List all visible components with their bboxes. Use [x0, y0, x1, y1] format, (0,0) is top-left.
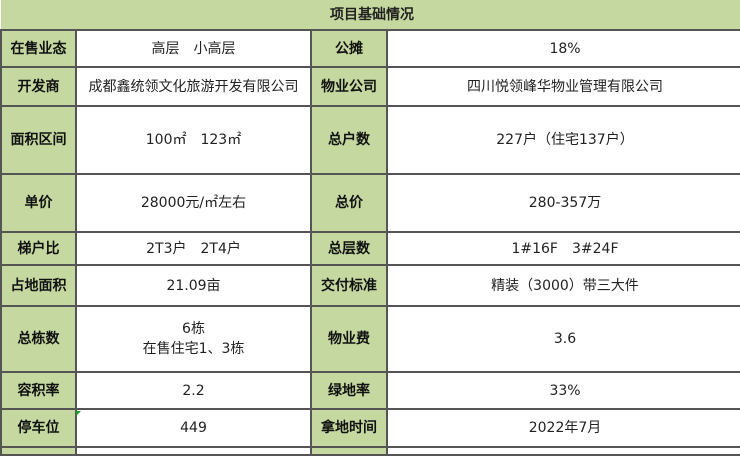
- table-row: 容积率 2.2 绿地率 33%: [0, 371, 740, 410]
- table-row: 占地面积 21.09亩 交付标准 精装（3000）带三大件: [0, 264, 740, 307]
- label-cell[interactable]: 交付标准: [310, 264, 388, 307]
- label-cell[interactable]: 在售业态: [0, 29, 77, 68]
- label-cell[interactable]: 容积率: [0, 371, 77, 410]
- value-cell[interactable]: 280-357万: [386, 173, 740, 233]
- label-cell[interactable]: 公摊: [310, 29, 388, 68]
- value-cell[interactable]: 2T3户 2T4户: [75, 231, 312, 266]
- label-cell[interactable]: 物业公司: [310, 66, 388, 107]
- label-cell[interactable]: 停车位: [0, 408, 77, 448]
- value-cell[interactable]: 100㎡ 123㎡: [75, 105, 312, 175]
- table-title: 项目基础情况: [1, 0, 740, 31]
- value-cell[interactable]: 449: [75, 408, 312, 448]
- value-cell[interactable]: 四川悦领峰华物业管理有限公司: [386, 66, 740, 107]
- value-cell[interactable]: 227户（住宅137户）: [386, 105, 740, 175]
- label-cell[interactable]: 开发商: [0, 66, 77, 107]
- value-line: 在售住宅1、3栋: [142, 341, 245, 357]
- value-cell[interactable]: 18%: [386, 29, 740, 68]
- value-cell[interactable]: 21.09亩: [75, 264, 312, 307]
- label-cell[interactable]: 单价: [0, 173, 77, 233]
- label-cell[interactable]: 总价: [310, 173, 388, 233]
- value-cell[interactable]: 1#16F 3#24F: [386, 231, 740, 266]
- value-cell[interactable]: 28000元/㎡左右: [75, 173, 312, 233]
- value-cell[interactable]: 6栋在售住宅1、3栋: [75, 305, 312, 373]
- value-cell[interactable]: 精装（3000）带三大件: [386, 264, 740, 307]
- value-cell[interactable]: 高层 小高层: [75, 29, 312, 68]
- label-cell[interactable]: 总栋数: [0, 305, 77, 373]
- label-cell[interactable]: 总户数: [310, 105, 388, 175]
- table-row: 停车位 449 拿地时间 2022年7月: [0, 408, 740, 448]
- table-row: 梯户比 2T3户 2T4户 总层数 1#16F 3#24F: [0, 231, 740, 266]
- comment-indicator: [76, 411, 81, 416]
- value-cell[interactable]: 33%: [386, 371, 740, 410]
- label-cell[interactable]: 拿地时间: [310, 408, 388, 448]
- table-row: 单价 28000元/㎡左右 总价 280-357万: [0, 173, 740, 233]
- value-cell[interactable]: 成都鑫统领文化旅游开发有限公司: [75, 66, 312, 107]
- value-cell[interactable]: 2022年7月: [386, 408, 740, 448]
- value-cell[interactable]: 2.2: [75, 371, 312, 410]
- label-cell[interactable]: 总层数: [310, 231, 388, 266]
- label-cell[interactable]: 绿地率: [310, 371, 388, 410]
- label-cell[interactable]: 占地面积: [0, 264, 77, 307]
- table-row: 在售业态 高层 小高层 公摊 18%: [0, 29, 740, 68]
- label-cell[interactable]: 面积区间: [0, 105, 77, 175]
- table-row: 总栋数 6栋 在售住宅1、3栋 物业费 3.6: [0, 305, 740, 373]
- label-cell[interactable]: 梯户比: [0, 231, 77, 266]
- table-row: 开发商 成都鑫统领文化旅游开发有限公司 物业公司 四川悦领峰华物业管理有限公司: [0, 66, 740, 107]
- table-row: 面积区间 100㎡ 123㎡ 总户数 227户（住宅137户）: [0, 105, 740, 175]
- label-cell[interactable]: 物业费: [310, 305, 388, 373]
- value-line: 6栋: [182, 321, 205, 337]
- value-cell[interactable]: 3.6: [386, 305, 740, 373]
